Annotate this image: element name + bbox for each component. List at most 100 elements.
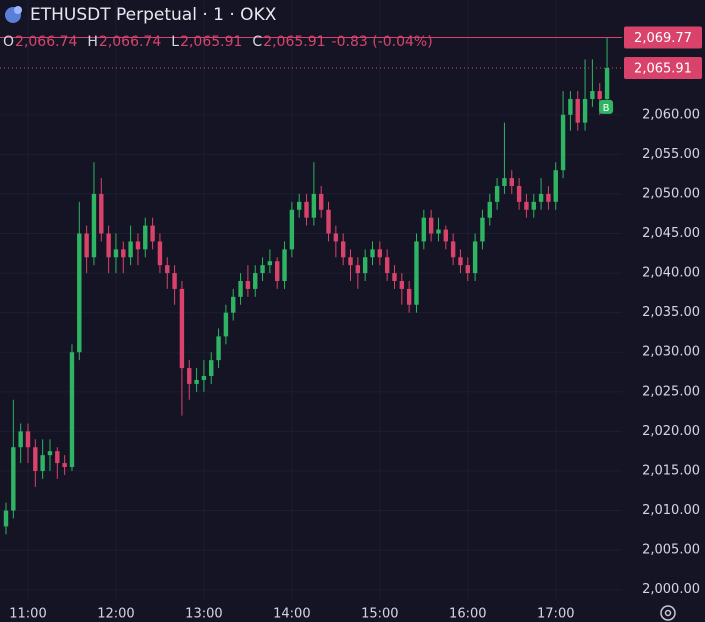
candle-body <box>201 375 207 380</box>
plot-area <box>0 0 622 600</box>
candle-body <box>318 193 324 210</box>
candle-body <box>231 296 236 313</box>
y-tick-label: 2,015.00 <box>642 463 700 478</box>
candle-body <box>494 186 500 202</box>
candle-body <box>297 201 302 210</box>
candle-body <box>47 451 53 456</box>
y-tick-label: 2,050.00 <box>642 186 700 201</box>
candle-body <box>597 91 602 99</box>
y-tick-label: 2,060.00 <box>642 107 700 122</box>
candle-body <box>340 241 346 258</box>
candle-body <box>326 209 331 234</box>
candle-body <box>69 352 75 468</box>
symbol-icon-badge <box>14 6 22 14</box>
candle-body <box>179 288 185 369</box>
candle-body <box>450 241 456 258</box>
candle-body <box>18 431 23 448</box>
ohlc-key: H <box>87 34 98 50</box>
candle-body <box>282 249 287 282</box>
x-tick-label: 15:00 <box>361 607 398 622</box>
candle-body <box>538 193 544 202</box>
ohlc-key: C <box>252 34 262 50</box>
candle-body <box>604 67 610 99</box>
candle-body <box>546 193 551 202</box>
candle-body <box>238 281 243 297</box>
price-tag-label: 2,069.77 <box>634 31 692 46</box>
candle-body <box>157 241 163 266</box>
ohlc-value: 2,065.91 <box>180 34 242 50</box>
candle-body <box>91 193 97 258</box>
y-tick-label: 2,030.00 <box>642 345 700 360</box>
candle-body <box>165 265 170 274</box>
candle-body <box>428 217 434 234</box>
y-tick-label: 2,000.00 <box>642 582 700 597</box>
x-tick-label: 13:00 <box>185 607 222 622</box>
change-value: -0.83 (-0.04%) <box>332 34 433 50</box>
candle-body <box>209 360 214 376</box>
y-tick-label: 2,020.00 <box>642 424 700 439</box>
candle-body <box>553 170 558 202</box>
settings-icon[interactable] <box>660 605 676 621</box>
candle-body <box>458 257 463 266</box>
candle-body <box>187 368 192 384</box>
candle-body <box>128 241 133 258</box>
y-tick-label: 2,045.00 <box>642 226 700 241</box>
candle-body <box>509 178 514 187</box>
candle-body <box>150 225 155 242</box>
candle-body <box>275 261 280 282</box>
candle-body <box>502 178 507 187</box>
candle-body <box>399 281 405 289</box>
x-tick-label: 11:00 <box>9 607 46 622</box>
y-tick-label: 2,010.00 <box>642 503 700 518</box>
candle-body <box>362 257 368 274</box>
candle-body <box>436 229 441 234</box>
candle-body <box>172 273 177 289</box>
candle-body <box>113 249 119 258</box>
candle-body <box>333 233 339 242</box>
candle-body <box>216 336 221 361</box>
candle-body <box>311 193 317 218</box>
candle-body <box>245 281 251 289</box>
y-tick-label: 2,040.00 <box>642 266 700 281</box>
ohlc-key: O <box>3 34 14 50</box>
x-tick-label: 12:00 <box>97 607 134 622</box>
candle-body <box>590 91 595 99</box>
ohlc-value: 2,065.91 <box>263 34 325 50</box>
candle-body <box>516 186 522 202</box>
candle-body <box>84 233 89 258</box>
candle-body <box>121 249 126 258</box>
candle-body <box>524 201 529 210</box>
candle-body <box>143 225 148 250</box>
candle-body <box>304 201 309 218</box>
candle-body <box>106 233 111 258</box>
candle-body <box>25 431 31 448</box>
price-tag <box>624 26 702 49</box>
ohlc-legend: O 2,066.74 H 2,066.74 L 2,065.91 C 2,065.91 -0.8… <box>3 34 433 50</box>
candle-body <box>568 98 573 115</box>
candle-body <box>384 257 390 274</box>
price-tag <box>624 56 702 79</box>
x-tick-label: 16:00 <box>449 607 486 622</box>
price-tag-label: 2,065.91 <box>634 61 692 76</box>
ohlc-key: L <box>171 34 179 50</box>
candle-body <box>194 379 199 384</box>
candle-body <box>135 241 141 250</box>
candle-body <box>99 193 104 234</box>
candle-body <box>560 114 566 171</box>
x-tick-label: 14:00 <box>273 607 310 622</box>
candle-body <box>582 98 588 123</box>
candle-body <box>55 451 60 464</box>
candle-body <box>377 249 383 258</box>
y-tick-label: 2,035.00 <box>642 305 700 320</box>
candle-body <box>443 229 448 242</box>
candle-body <box>267 261 273 266</box>
candle-body <box>392 273 397 282</box>
candle-body <box>3 510 9 527</box>
candle-body <box>406 288 412 305</box>
y-tick-label: 2,055.00 <box>642 147 700 162</box>
candle-body <box>11 447 16 511</box>
candle-body <box>77 233 82 353</box>
candle-body <box>223 312 229 337</box>
chart-title: ETHUSDT Perpetual · 1 · OKX <box>30 5 277 25</box>
